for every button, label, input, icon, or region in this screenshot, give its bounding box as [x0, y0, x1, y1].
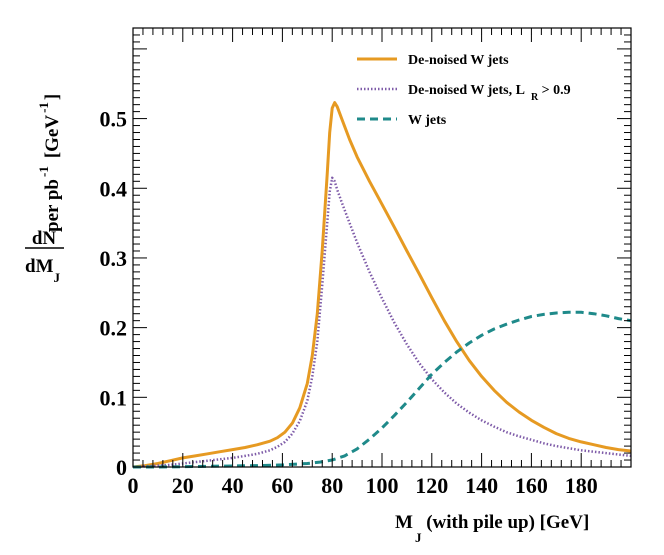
y-axis-den-main: dM	[25, 256, 54, 277]
legend-label-0: De-noised W jets	[408, 53, 509, 68]
y-axis-den-sub: J	[54, 270, 61, 285]
y-tick-label: 0.5	[100, 107, 128, 132]
series-line-2	[133, 310, 632, 469]
x-tick-label: 20	[172, 473, 194, 498]
legend-label-1-sub: R	[531, 92, 539, 103]
x-axis-label-sub: J	[415, 530, 422, 545]
x-tick-label: 160	[515, 473, 548, 498]
y-axis-fraction-denominator: dMJ	[25, 256, 61, 285]
x-tick-label: 180	[565, 473, 598, 498]
y-axis-sup: -1	[36, 166, 51, 177]
legend-entry-0: De-noised W jets	[357, 53, 509, 68]
x-tick-label: 0	[128, 473, 139, 498]
y-axis-unit-open: [GeV	[42, 115, 63, 159]
x-tick-label: 60	[271, 473, 293, 498]
x-tick-label: 140	[465, 473, 498, 498]
y-tick-label: 0.1	[100, 385, 128, 410]
series-line-1	[132, 176, 632, 469]
x-tick-label: 100	[366, 473, 399, 498]
series-line-0	[132, 101, 632, 469]
legend-label-1: De-noised W jets, L R > 0.9	[408, 83, 571, 103]
y-axis-fraction-numerator: dN	[32, 228, 57, 249]
legend-label-2: W jets	[408, 113, 447, 128]
y-tick-label: 0.3	[100, 246, 128, 271]
legend-entry-2: W jets	[357, 113, 447, 128]
legend-entry-1: De-noised W jets, L R > 0.9	[357, 83, 571, 103]
y-axis-unit-close: ]	[42, 94, 63, 100]
legend: De-noised W jets De-noised W jets, L R > …	[357, 53, 571, 128]
x-tick-label: 80	[321, 473, 343, 498]
x-tick-label: 120	[415, 473, 448, 498]
y-axis-label-text: per pb -1 [GeV -1]	[36, 94, 63, 232]
series-layer	[132, 101, 632, 469]
y-axis-text: per pb	[42, 179, 63, 232]
x-axis-label: MJ (with pile up) [GeV]	[395, 512, 589, 545]
x-tick-label: 40	[222, 473, 244, 498]
tick-labels: 0 20 40 60 80 100 120 140 160 180 0 0.1 0.2 0.3 0.4 0.5	[100, 107, 598, 498]
legend-label-1-main: De-noised W jets, L	[408, 83, 525, 98]
y-tick-label: 0.4	[100, 176, 128, 201]
legend-label-1-rest: > 0.9	[538, 83, 570, 98]
x-axis-label-main: M	[395, 512, 413, 533]
y-tick-label: 0	[116, 455, 127, 480]
y-tick-label: 0.2	[100, 316, 128, 341]
y-axis-unit-sup: -1	[36, 102, 51, 113]
x-axis-label-rest: (with pile up) [GeV]	[421, 512, 589, 533]
plot-frame	[132, 27, 632, 468]
y-axis-label: dN dMJ per pb -1 [GeV -1]	[25, 94, 64, 285]
ticks-layer	[132, 27, 632, 468]
